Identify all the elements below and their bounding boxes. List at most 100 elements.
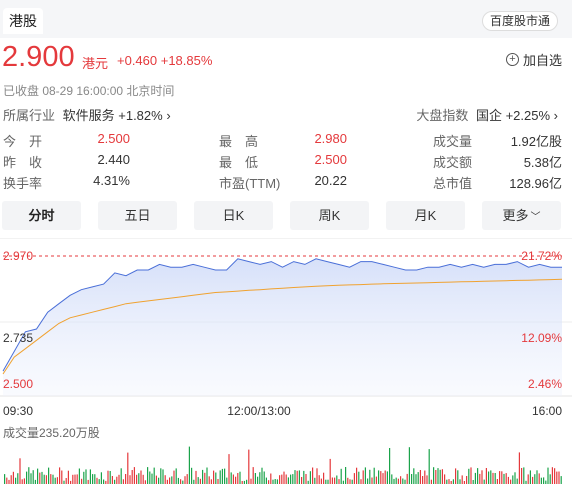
tab-five-day[interactable]: 五日 bbox=[98, 201, 177, 230]
volume-bar bbox=[298, 470, 300, 484]
volume-bar bbox=[367, 478, 369, 484]
y-tick-left: 2.735 bbox=[3, 331, 33, 345]
volume-bar bbox=[336, 475, 338, 484]
volume-bar bbox=[459, 479, 461, 484]
volume-bar bbox=[67, 470, 69, 484]
volume-bar bbox=[358, 471, 360, 484]
volume-bar bbox=[483, 479, 485, 484]
volume-bar bbox=[461, 475, 463, 484]
volume-bar bbox=[228, 454, 230, 484]
volume-bar bbox=[283, 471, 285, 484]
market-status: 已收盘 08-29 16:00:00 北京时间 bbox=[3, 84, 175, 98]
stock-market-link[interactable]: 百度股市通 bbox=[481, 11, 558, 31]
volume-bar bbox=[155, 475, 157, 484]
volume-bar bbox=[105, 480, 107, 484]
volume-bar bbox=[329, 458, 331, 484]
volume-bar bbox=[316, 468, 318, 484]
volume-bar bbox=[100, 472, 102, 484]
volume-bar bbox=[237, 473, 239, 484]
volume-bar bbox=[136, 474, 138, 484]
volume-bar bbox=[243, 480, 245, 484]
volume-bar bbox=[457, 470, 459, 484]
volume-bar bbox=[19, 458, 21, 484]
volume-bar bbox=[391, 474, 393, 484]
volume-bar bbox=[32, 470, 34, 484]
tab-weekly-k[interactable]: 周K bbox=[290, 201, 369, 230]
volume-bar bbox=[122, 479, 124, 484]
volume-bar bbox=[516, 478, 518, 484]
volume-bar bbox=[259, 472, 261, 484]
index-label: 大盘指数 bbox=[416, 108, 469, 123]
chart-tabs: 分时 五日 日K 周K 月K 更多 ﹀ bbox=[2, 201, 572, 231]
volume-bar bbox=[257, 476, 259, 484]
volume-bar bbox=[455, 468, 457, 484]
volume-bar bbox=[327, 479, 329, 484]
stat-value: 128.96亿 bbox=[509, 176, 562, 191]
volume-bar bbox=[549, 474, 551, 484]
volume-bar bbox=[171, 476, 173, 484]
volume-bar bbox=[125, 474, 127, 484]
volume-bar bbox=[345, 467, 347, 484]
price-area bbox=[3, 258, 562, 396]
industry-link[interactable]: 所属行业 软件服务 +1.82% › bbox=[3, 105, 171, 124]
volume-bar bbox=[23, 478, 25, 484]
volume-bar bbox=[63, 480, 65, 484]
volume-bar bbox=[26, 471, 28, 484]
plus-circle-icon: + bbox=[505, 53, 519, 66]
index-link[interactable]: 大盘指数 国企 +2.25% › bbox=[416, 105, 558, 124]
volume-bar bbox=[430, 479, 432, 484]
tab-intraday[interactable]: 分时 bbox=[2, 201, 81, 230]
volume-bar bbox=[252, 467, 254, 484]
volume-bar bbox=[334, 477, 336, 484]
stat-value: 5.38亿 bbox=[523, 155, 562, 170]
volume-bar bbox=[287, 477, 289, 484]
y-tick-left: 2.500 bbox=[3, 377, 33, 391]
volume-bar bbox=[479, 473, 481, 484]
volume-bar bbox=[512, 475, 514, 484]
current-price: 2.900 bbox=[2, 41, 75, 73]
volume-bar bbox=[400, 476, 402, 484]
intraday-chart[interactable]: 2.970 2.735 2.500 21.72% 12.09% 2.46% 09:30 12:… bbox=[0, 238, 572, 484]
volume-bar bbox=[248, 449, 250, 484]
currency-unit: 港元 bbox=[82, 56, 109, 71]
stat-label: 换手率 bbox=[3, 176, 43, 191]
volume-bar bbox=[138, 473, 140, 484]
volume-bar bbox=[191, 467, 193, 484]
volume-bar bbox=[120, 468, 122, 484]
volume-bar bbox=[221, 468, 223, 484]
volume-bar bbox=[17, 473, 19, 484]
market-tab-hk[interactable]: 港股 bbox=[3, 8, 43, 34]
volume-bar bbox=[276, 479, 278, 484]
volume-bar bbox=[441, 469, 443, 484]
volume-bar bbox=[338, 479, 340, 484]
volume-bar bbox=[554, 468, 556, 484]
volume-bar bbox=[34, 479, 36, 484]
volume-bar bbox=[48, 467, 50, 484]
volume-bar bbox=[325, 479, 327, 484]
volume-bar bbox=[466, 476, 468, 484]
add-watchlist-button[interactable]: + 加自选 bbox=[505, 50, 562, 69]
tab-more[interactable]: 更多 ﹀ bbox=[482, 201, 561, 230]
volume-bar bbox=[307, 480, 309, 484]
volume-bar bbox=[254, 473, 256, 484]
volume-bar bbox=[41, 471, 43, 484]
volume-bar bbox=[87, 479, 89, 484]
tab-daily-k[interactable]: 日K bbox=[194, 201, 273, 230]
volume-bar bbox=[56, 477, 58, 484]
volume-bar bbox=[153, 467, 155, 484]
volume-bar bbox=[50, 474, 52, 484]
tab-monthly-k[interactable]: 月K bbox=[386, 201, 465, 230]
volume-bar bbox=[142, 474, 144, 484]
volume-bar bbox=[545, 480, 547, 484]
volume-bar bbox=[213, 470, 215, 484]
volume-bar bbox=[78, 468, 80, 484]
volume-bar bbox=[116, 476, 118, 484]
stat-value: 4.31% bbox=[93, 173, 130, 188]
volume-bar bbox=[133, 467, 135, 484]
volume-bar bbox=[103, 479, 105, 484]
volume-bar bbox=[494, 473, 496, 484]
volume-bar bbox=[349, 479, 351, 484]
volume-bar bbox=[426, 475, 428, 484]
stat-label: 总市值 bbox=[433, 176, 473, 191]
volume-bar bbox=[413, 468, 415, 484]
